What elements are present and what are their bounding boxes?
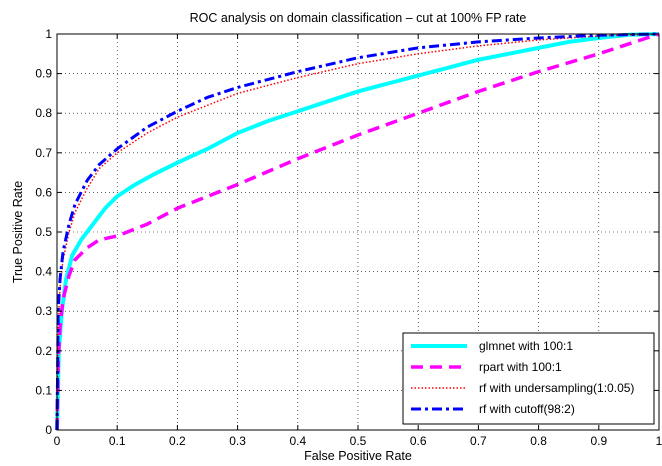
legend: glmnet with 100:1 rpart with 100:1 rf with… [402, 332, 655, 425]
series-line-1 [55, 32, 660, 431]
x-tick-label: 0 [54, 434, 61, 448]
x-tick-labels: 0 0.1 0.2 0.3 0.4 0.5 0.6 0.7 0.8 0.9 1 [54, 434, 662, 448]
y-tick-label: 0 [45, 423, 52, 437]
x-tick-label: 1 [656, 434, 662, 448]
y-tick-label: 0.6 [35, 185, 52, 199]
y-tick-label: 0.9 [35, 67, 52, 81]
legend-label-3: rf with undersampling(1:0.05) [479, 381, 634, 395]
x-tick-label: 0.7 [470, 434, 487, 448]
y-tick-labels: 0 0.1 0.2 0.3 0.4 0.5 0.6 0.7 0.8 0.9 1 [35, 27, 52, 437]
axis-ticks [56, 33, 660, 431]
series-line-3 [56, 33, 660, 431]
x-tick-label: 0.9 [590, 434, 607, 448]
y-tick-label: 0.3 [35, 304, 52, 318]
y-tick-label: 0.2 [35, 344, 52, 358]
x-tick-label: 0.2 [169, 434, 186, 448]
y-tick-label: 0.7 [35, 146, 52, 160]
series-layer [55, 32, 660, 431]
legend-box [402, 332, 655, 425]
y-axis-title: True Positive Rate [11, 181, 25, 283]
legend-label-1: glmnet with 100:1 [479, 339, 573, 353]
y-tick-label: 0.1 [35, 383, 52, 397]
series-line-2 [55, 32, 660, 431]
x-tick-label: 0.3 [229, 434, 246, 448]
x-tick-label: 0.6 [410, 434, 427, 448]
x-tick-label: 0.1 [109, 434, 126, 448]
x-tick-label: 0.4 [289, 434, 306, 448]
legend-label-2: rpart with 100:1 [479, 360, 562, 374]
y-tick-label: 0.4 [35, 265, 52, 279]
legend-label-4: rf with cutoff(98:2) [479, 402, 575, 416]
y-tick-label: 0.5 [35, 225, 52, 239]
x-axis-title: False Positive Rate [304, 449, 412, 463]
x-tick-label: 0.5 [350, 434, 367, 448]
y-tick-label: 1 [45, 27, 52, 41]
grid-lines [57, 34, 659, 430]
series-line-4 [55, 32, 660, 431]
x-tick-label: 0.8 [530, 434, 547, 448]
chart-title: ROC analysis on domain classification – … [190, 11, 527, 25]
y-tick-label: 0.8 [35, 106, 52, 120]
